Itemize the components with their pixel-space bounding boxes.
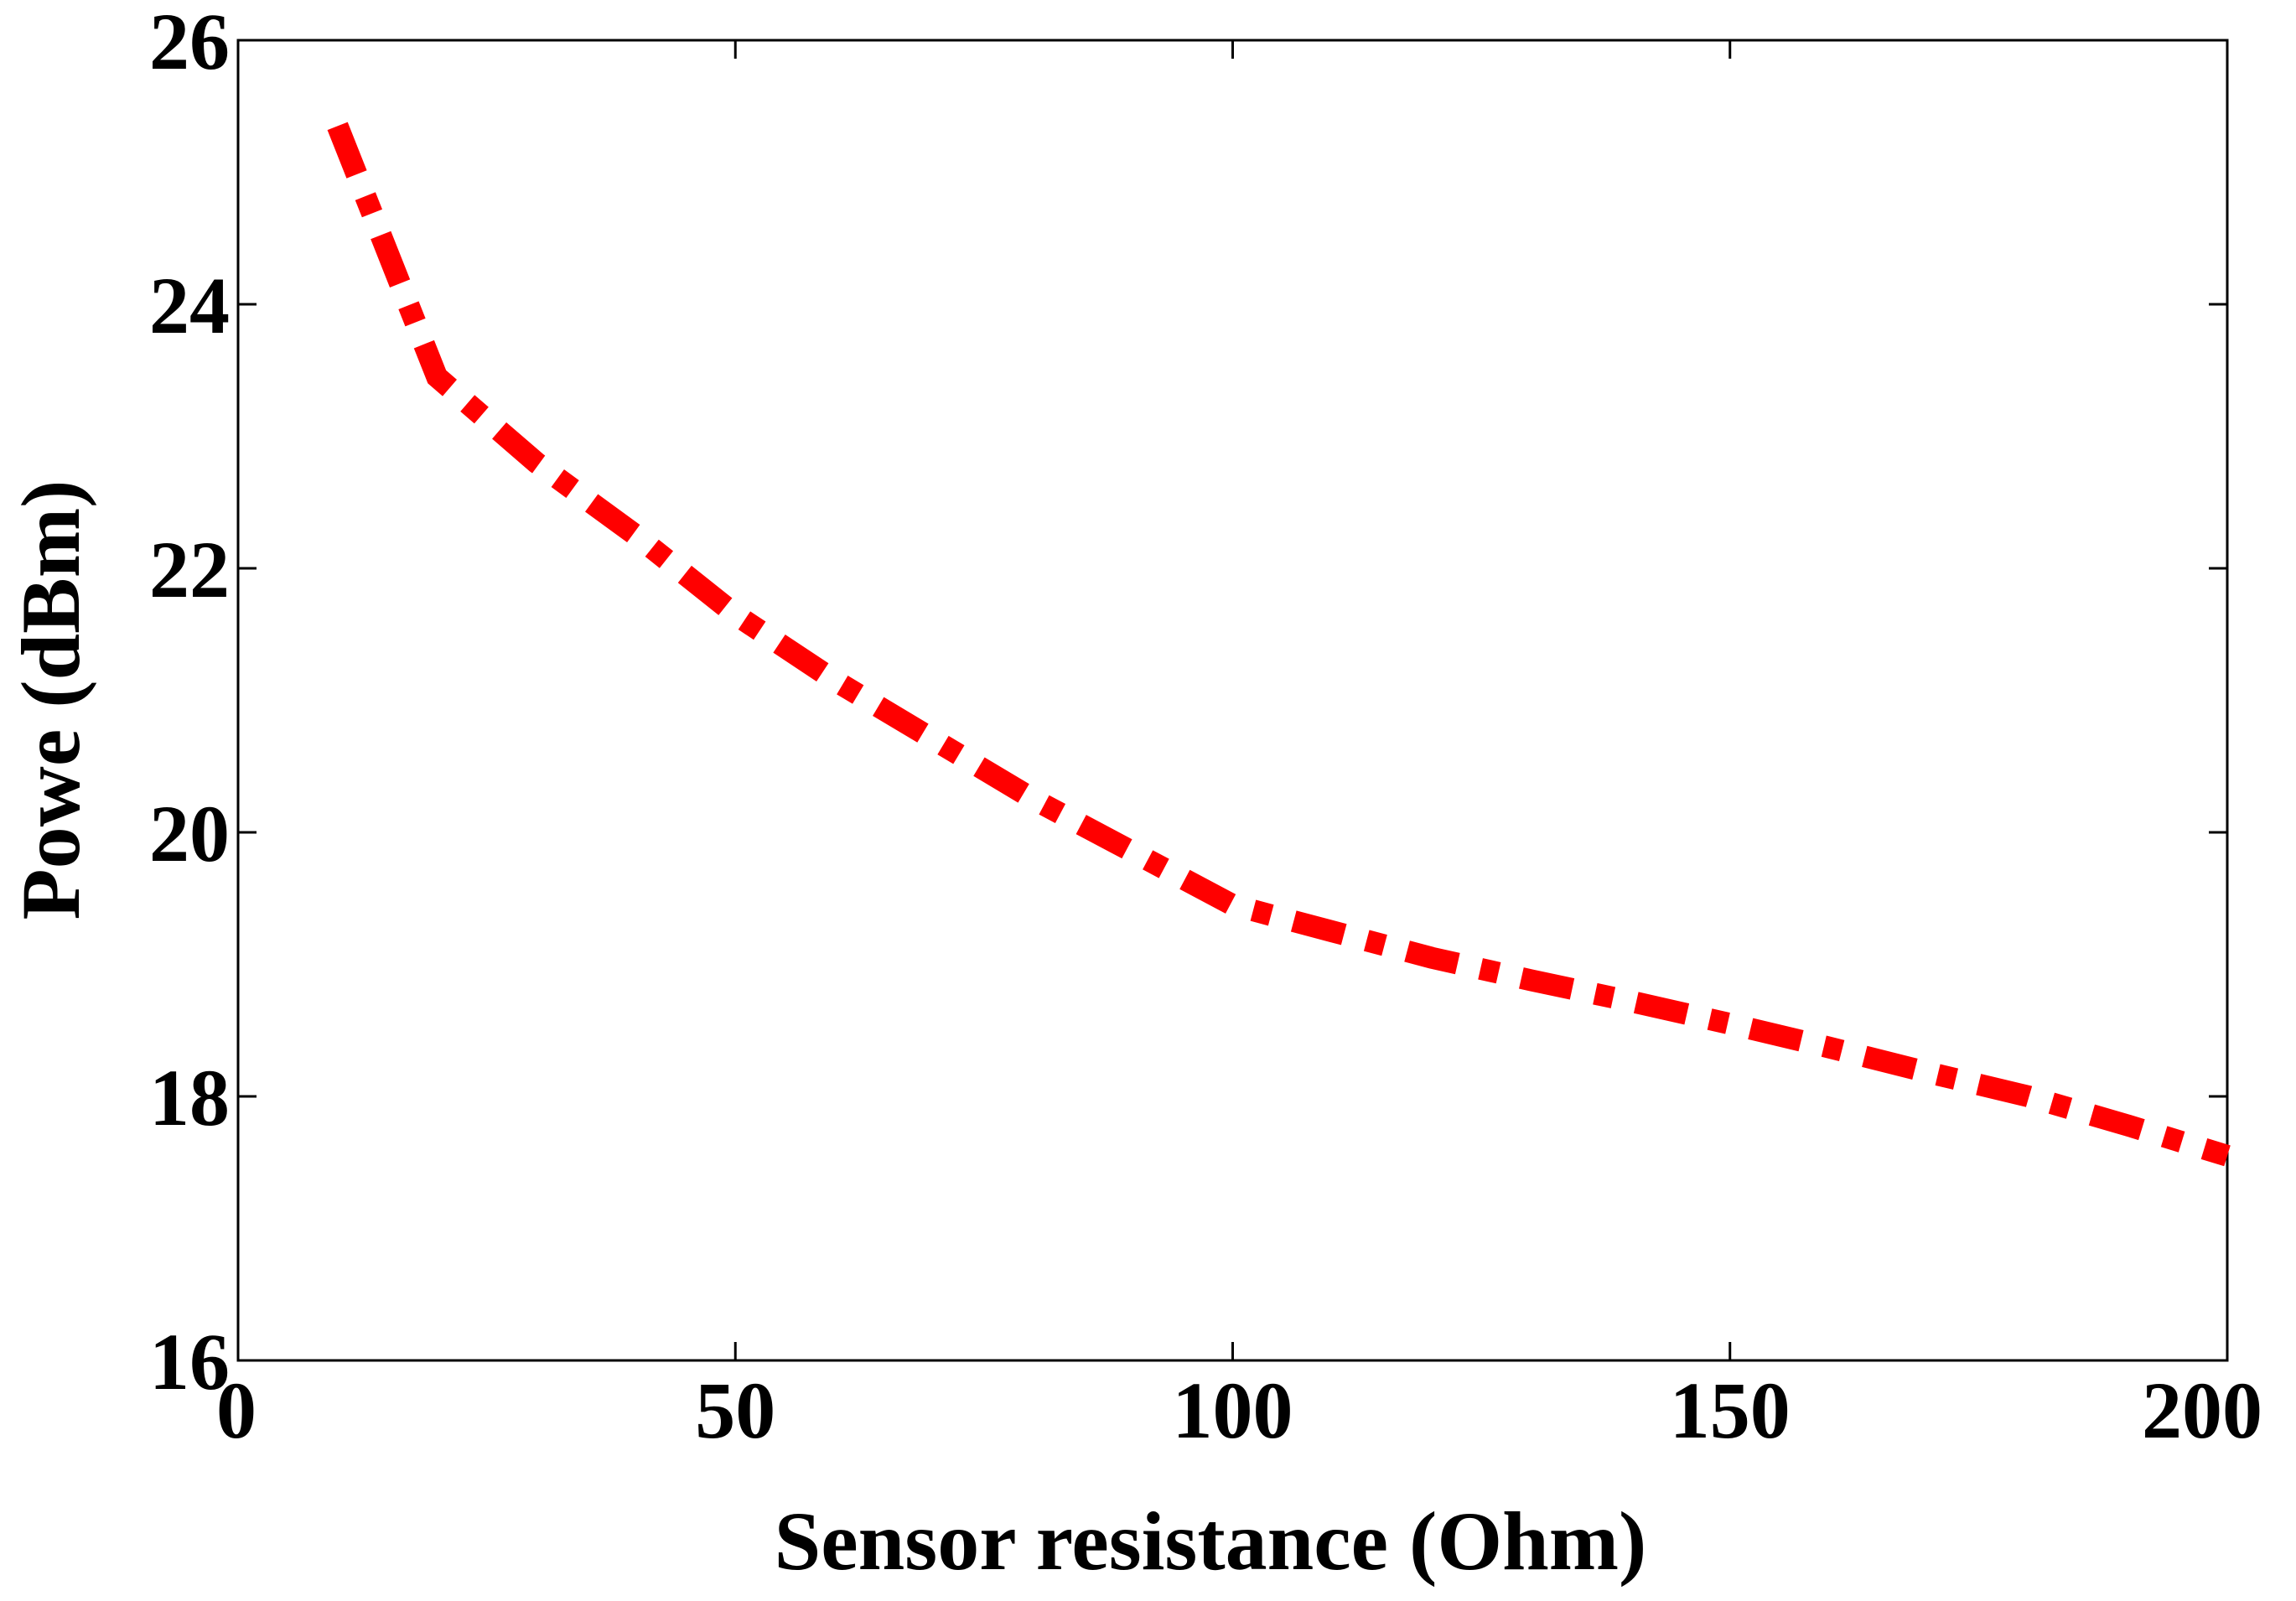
x-tick-label: 150 (1670, 1365, 1791, 1455)
axis-ticks (236, 39, 2229, 1362)
y-tick-label: 26 (149, 0, 230, 86)
x-tick-labels: 0 50 100 150 200 (216, 1365, 2262, 1455)
x-tick-label: 0 (216, 1365, 257, 1455)
y-tick-label: 24 (149, 261, 230, 350)
x-tick-label: 50 (695, 1365, 775, 1455)
y-tick-label: 18 (149, 1053, 230, 1142)
y-axis-title: Powe (dBm) (4, 480, 97, 920)
x-tick-label: 100 (1173, 1365, 1293, 1455)
series-group (327, 122, 2231, 1167)
y-tick-label: 22 (149, 525, 230, 614)
plot-area (236, 39, 2229, 1362)
x-tick-label: 200 (2142, 1365, 2262, 1455)
y-tick-label: 16 (149, 1317, 230, 1407)
y-tick-labels: 16 18 20 22 24 26 (149, 0, 230, 1407)
x-axis-title: Sensor resistance (Ohm) (775, 1495, 1647, 1588)
y-tick-label: 20 (149, 789, 230, 878)
series-line (327, 122, 2231, 1167)
